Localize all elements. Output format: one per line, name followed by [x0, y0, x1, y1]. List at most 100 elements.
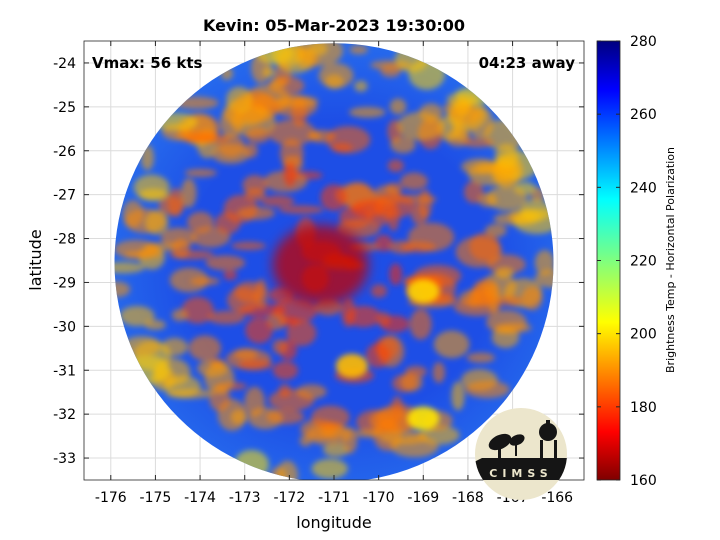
cimss-logo: CIMSS [475, 408, 567, 500]
texture-blob [494, 143, 519, 169]
feature-band [407, 279, 440, 304]
texture-blob [469, 232, 501, 261]
texture-blob [387, 159, 404, 173]
texture-blob [220, 108, 243, 138]
colorbar-tick-label: 260 [630, 107, 657, 123]
texture-blob [227, 287, 260, 314]
texture-blob [262, 66, 276, 78]
x-tick-label: -168 [452, 490, 484, 506]
texture-blob [311, 405, 350, 430]
x-tick-label: -172 [273, 490, 305, 506]
texture-blob [236, 206, 276, 220]
texture-blob [534, 250, 554, 276]
texture-blob [169, 267, 209, 293]
texture-blob [379, 430, 428, 445]
y-tick-label: -31 [53, 363, 76, 379]
texture-blob [223, 270, 238, 281]
texture-blob [390, 136, 416, 154]
x-axis-ticks: -176-175-174-173-172-171-170-169-168-167… [95, 41, 573, 506]
colorbar-tick-label: 280 [630, 34, 657, 50]
texture-blob [254, 278, 268, 309]
texture-blob [283, 162, 297, 187]
x-tick-label: -174 [184, 490, 216, 506]
texture-blob [320, 184, 348, 211]
texture-blob [268, 119, 316, 146]
feature-eye [272, 224, 369, 305]
y-tick-label: -24 [53, 56, 76, 72]
texture-blob [245, 127, 271, 144]
texture-blob [272, 339, 288, 355]
texture-blob [299, 435, 312, 447]
texture-blob [452, 117, 469, 142]
texture-blob [242, 174, 268, 196]
texture-blob [464, 380, 510, 399]
y-tick-label: -33 [53, 451, 76, 467]
x-tick-label: -170 [363, 490, 395, 506]
texture-blob [308, 131, 322, 141]
texture-blob [278, 384, 291, 398]
texture-blob [183, 133, 230, 144]
texture-blob [114, 261, 145, 274]
colorbar-tick-label: 160 [630, 473, 657, 489]
texture-blob [451, 381, 465, 411]
texture-blob [389, 98, 407, 115]
texture-blob [204, 362, 235, 394]
logo-sky [475, 408, 567, 500]
texture-blob [171, 309, 188, 322]
texture-blob [432, 362, 446, 384]
texture-blob [226, 86, 253, 114]
texture-blob [325, 126, 371, 154]
texture-blob [407, 222, 455, 252]
y-tick-label: -28 [53, 232, 76, 248]
texture-blob [231, 241, 267, 251]
x-tick-label: -166 [541, 490, 573, 506]
texture-blob [365, 343, 391, 368]
texture-blob [409, 308, 432, 340]
texture-blob [389, 263, 403, 286]
texture-blob [467, 289, 480, 307]
texture-blob [404, 365, 427, 378]
texture-blob [278, 205, 324, 214]
texture-blob [388, 240, 415, 254]
texture-blob [279, 138, 304, 168]
texture-blob [122, 200, 144, 228]
texture-blob [245, 317, 273, 344]
colorbar-label: Brightness Temp - Horizontal Polarizatio… [664, 147, 677, 373]
texture-blob [205, 255, 246, 271]
texture-blob [114, 281, 131, 298]
texture-blob [144, 319, 166, 330]
texture-blob [418, 189, 432, 219]
colorbar-ticks: 160 180 200 220 240 260 280 [597, 34, 657, 489]
x-tick-label: -173 [229, 490, 261, 506]
texture-blob [207, 310, 246, 325]
x-tick-label: -169 [407, 490, 439, 506]
texture-blob [181, 296, 214, 324]
vmax-annotation: Vmax: 56 kts [92, 54, 202, 72]
y-tick-label: -26 [53, 144, 76, 160]
y-tick-label: -27 [53, 188, 76, 204]
texture-blob [311, 458, 348, 479]
texture-blob [453, 97, 471, 118]
x-axis-label: longitude [296, 513, 371, 532]
colorbar-tick-label: 220 [630, 254, 657, 270]
texture-blob [380, 64, 401, 78]
texture-blob [354, 429, 383, 438]
texture-blob [296, 43, 344, 66]
texture-blob [274, 95, 319, 108]
texture-blob [238, 359, 274, 371]
texture-blob [261, 195, 295, 207]
texture-blob [184, 168, 218, 177]
texture-blob [466, 352, 495, 363]
texture-blob [486, 185, 528, 211]
texture-blob [468, 107, 494, 139]
texture-blob [296, 384, 327, 399]
colorbar-tick-label: 200 [630, 327, 657, 343]
texture-blob [243, 143, 258, 158]
heatmap-swath [114, 43, 554, 480]
texture-blob [419, 103, 443, 122]
colorbar-tick-label: 240 [630, 180, 657, 196]
texture-blob [520, 199, 552, 222]
texture-blob [247, 407, 283, 430]
y-tick-label: -25 [53, 100, 76, 116]
texture-blob [286, 319, 317, 347]
